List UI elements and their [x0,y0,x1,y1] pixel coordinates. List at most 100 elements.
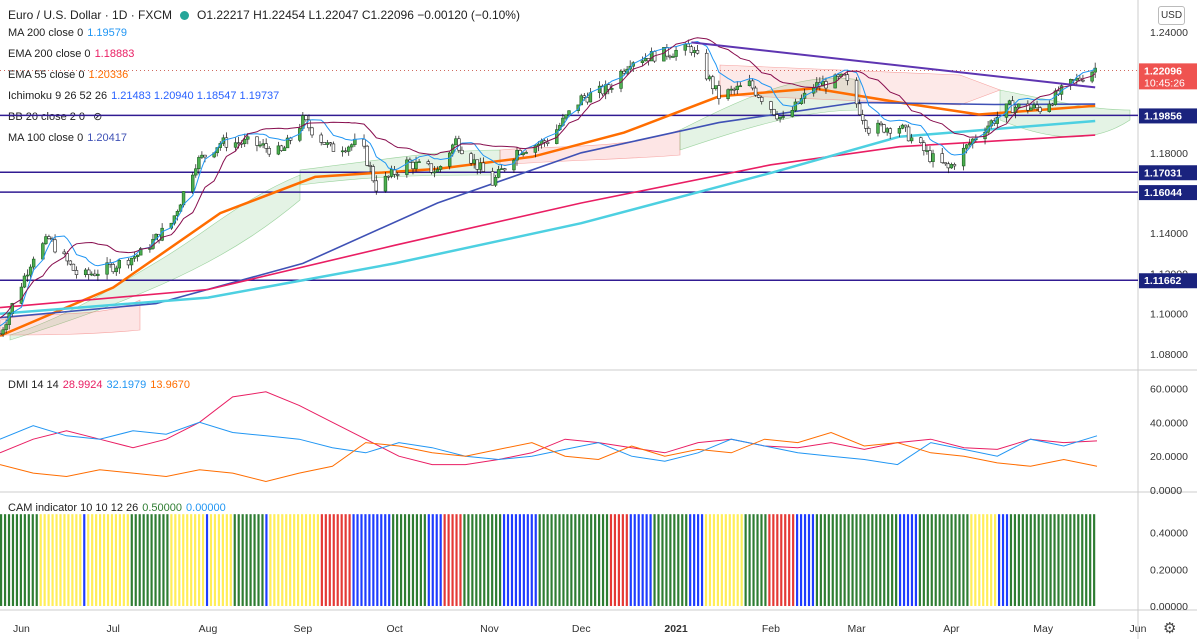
candle [524,152,528,154]
indicator-value: 32.1979 [106,379,147,391]
cam-bar [1005,514,1009,606]
cam-bar [43,514,46,606]
candle [22,275,27,288]
candle [836,74,840,77]
indicator-legend-item[interactable]: MA 100 close 0 1.20417 [8,132,131,145]
indicator-value: 13.9670 [150,379,191,391]
candle [1026,103,1030,111]
cam-bar [146,514,149,606]
ichimoku-cloud [999,89,1131,138]
candle [414,161,418,170]
candle [383,175,388,192]
candle [472,159,476,164]
cam-bar [871,514,874,606]
x-tick-label: Nov [480,623,499,635]
cam-bar [55,514,58,606]
price-tick-label: 1.14000 [1150,228,1188,240]
candle [708,76,712,80]
cam-bar [312,514,316,606]
candle [888,128,892,134]
candle [44,236,48,244]
cam-bar [110,514,114,606]
candle [714,85,718,90]
candle [1007,100,1012,105]
cam-bar [526,514,529,606]
cam-bar [23,514,26,606]
cam-bar [281,514,284,606]
candle [135,254,140,257]
cam-bar [182,514,185,606]
cam-bar [293,514,296,606]
candle [928,150,932,162]
settings-gear-icon[interactable]: ⚙ [1163,620,1177,637]
cam-bar [1081,514,1084,606]
cam-bar [902,514,906,606]
candle [860,114,865,121]
cam-bar [942,514,945,606]
currency-button[interactable]: USD [1158,6,1185,25]
cam-bar [768,514,771,606]
cam-bar [495,514,498,606]
candle [922,142,926,151]
candle [726,89,730,99]
symbol-title[interactable]: Euro / U.S. Dollar · 1D · FXCM [8,8,173,22]
candle [255,136,259,146]
indicator-value: 1.20336 [88,69,129,81]
candle [347,146,351,152]
ichimoku-cloud [499,129,681,166]
x-tick-label: Aug [199,623,218,635]
candle [772,109,776,115]
candle [304,115,308,121]
cam-bar [190,514,193,606]
cam-bar [229,514,232,606]
indicator-legend-item[interactable]: MA 200 close 0 1.19579 [8,27,131,40]
price-label-box [1139,273,1197,289]
candle [732,88,736,91]
candle [411,161,415,170]
candle [940,153,944,163]
candle [469,153,473,164]
indicator-legend-item[interactable]: EMA 55 close 0 1.20336 [8,69,132,82]
indicator-legend-item[interactable]: BB 20 close 2 0 ⊘ [8,111,106,124]
price-label-box [1139,63,1197,90]
candle [717,85,721,99]
dmi-legend[interactable]: DMI 14 14 28.9924 32.1979 13.9670 [8,379,194,392]
candle [362,138,366,147]
candle [711,76,715,90]
hidden-eye-icon[interactable]: ⊘ [93,111,103,123]
cam-bar [483,514,486,606]
cam-bar [1049,514,1052,606]
cam-bar [1061,514,1064,606]
cam-tick-label: 0.40000 [1150,528,1188,540]
indicator-legend-item[interactable]: EMA 200 close 0 1.18883 [8,48,138,61]
cam-bar [130,514,133,606]
cam-bar [562,514,565,606]
candle [567,110,571,116]
x-tick-label: Dec [572,623,591,635]
cam-bar [665,514,668,606]
candle [1035,104,1039,109]
x-tick-label: Mar [848,623,867,635]
price-tick-label: 1.08000 [1150,349,1188,361]
cam-bar [1037,514,1040,606]
candle [781,116,785,118]
candle [585,97,590,103]
cam-bar [649,514,652,606]
candle [62,251,66,255]
price-tick-label: 1.24000 [1150,27,1188,39]
cam-bar [827,514,830,606]
indicator-legend-item[interactable]: Ichimoku 9 26 52 26 1.21483 1.20940 1.185… [8,90,283,103]
candle [1038,107,1042,113]
cam-bar [740,514,743,606]
candle [279,145,284,151]
cam-bar [154,514,157,606]
cam-bar [221,514,224,606]
candle [236,142,241,145]
cam-legend[interactable]: CAM indicator 10 10 12 26 0.50000 0.00000 [8,502,230,515]
candle [1050,103,1055,106]
cam-bar [946,514,949,606]
cam-bar [35,514,38,606]
candle [200,154,204,158]
cam-bar [708,514,712,606]
